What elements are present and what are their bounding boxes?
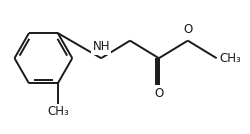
Text: O: O [183, 23, 192, 36]
Text: NH: NH [92, 40, 110, 53]
Text: CH₃: CH₃ [47, 105, 69, 118]
Text: O: O [154, 87, 164, 100]
Text: CH₃: CH₃ [219, 52, 241, 65]
